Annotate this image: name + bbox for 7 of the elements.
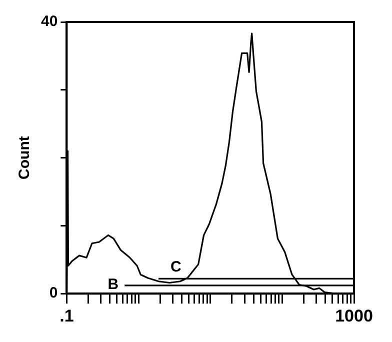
series-label: C (170, 258, 182, 276)
y-tick-label: 0 (49, 284, 58, 302)
x-tick-label: .1 (60, 306, 74, 326)
x-tick-label: 1000 (335, 306, 373, 326)
y-tick-label: 40 (40, 13, 58, 30)
series-label: B (108, 276, 119, 294)
y-axis-title: Count (16, 136, 34, 180)
